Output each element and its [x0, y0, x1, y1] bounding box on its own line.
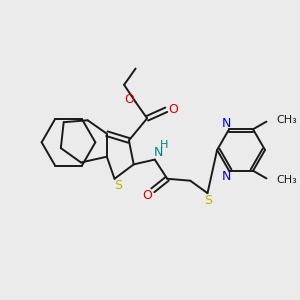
Text: H: H [160, 140, 169, 150]
Text: N: N [154, 146, 163, 159]
Text: CH₃: CH₃ [276, 115, 297, 125]
Text: S: S [205, 194, 212, 207]
Text: O: O [168, 103, 178, 116]
Text: CH₃: CH₃ [276, 175, 297, 185]
Text: O: O [124, 93, 134, 106]
Text: O: O [142, 189, 152, 202]
Text: N: N [221, 170, 231, 183]
Text: N: N [221, 117, 231, 130]
Text: S: S [114, 179, 122, 192]
